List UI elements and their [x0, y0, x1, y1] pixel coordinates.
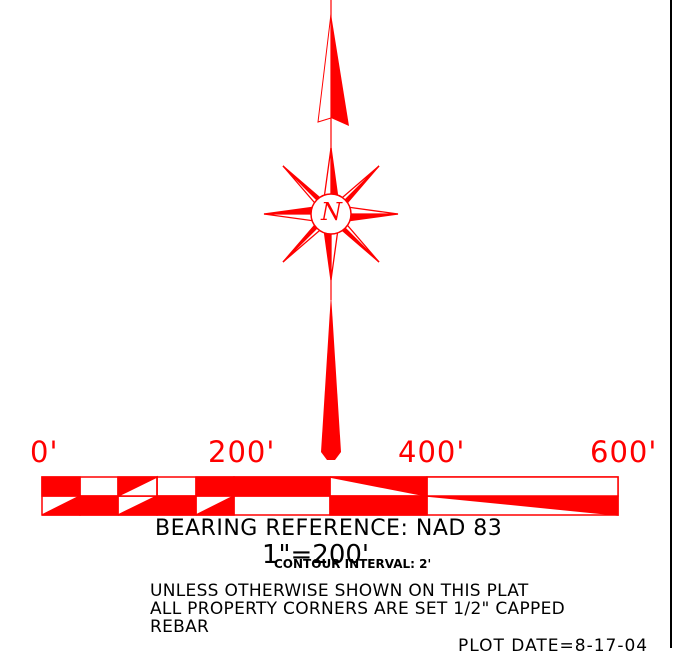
compass-rose-icon	[263, 147, 399, 281]
graphic-scale-bar	[41, 475, 619, 516]
north-letter: N	[321, 198, 342, 226]
scale-tick-600: 600'	[590, 435, 658, 469]
contour-interval: CONTOUR INTERVAL: 2'	[274, 557, 432, 571]
plot-date: PLOT DATE=8-17-04	[458, 636, 649, 656]
scale-tick-400: 400'	[398, 435, 466, 469]
scale-tick-200: 200'	[208, 435, 276, 469]
bearing-reference: BEARING REFERENCE: NAD 83	[155, 516, 503, 541]
note-line-1: UNLESS OTHERWISE SHOWN ON THIS PLAT	[150, 581, 529, 601]
scale-tick-0: 0'	[30, 435, 59, 469]
note-line-2: ALL PROPERTY CORNERS ARE SET 1/2" CAPPED	[150, 599, 566, 619]
north-arrow	[263, 0, 399, 460]
drawing-scale: 1"=200'	[262, 540, 370, 570]
north-needle-lower	[321, 294, 341, 460]
note-line-3: REBAR	[150, 617, 210, 637]
north-needle-upper	[331, 14, 349, 126]
